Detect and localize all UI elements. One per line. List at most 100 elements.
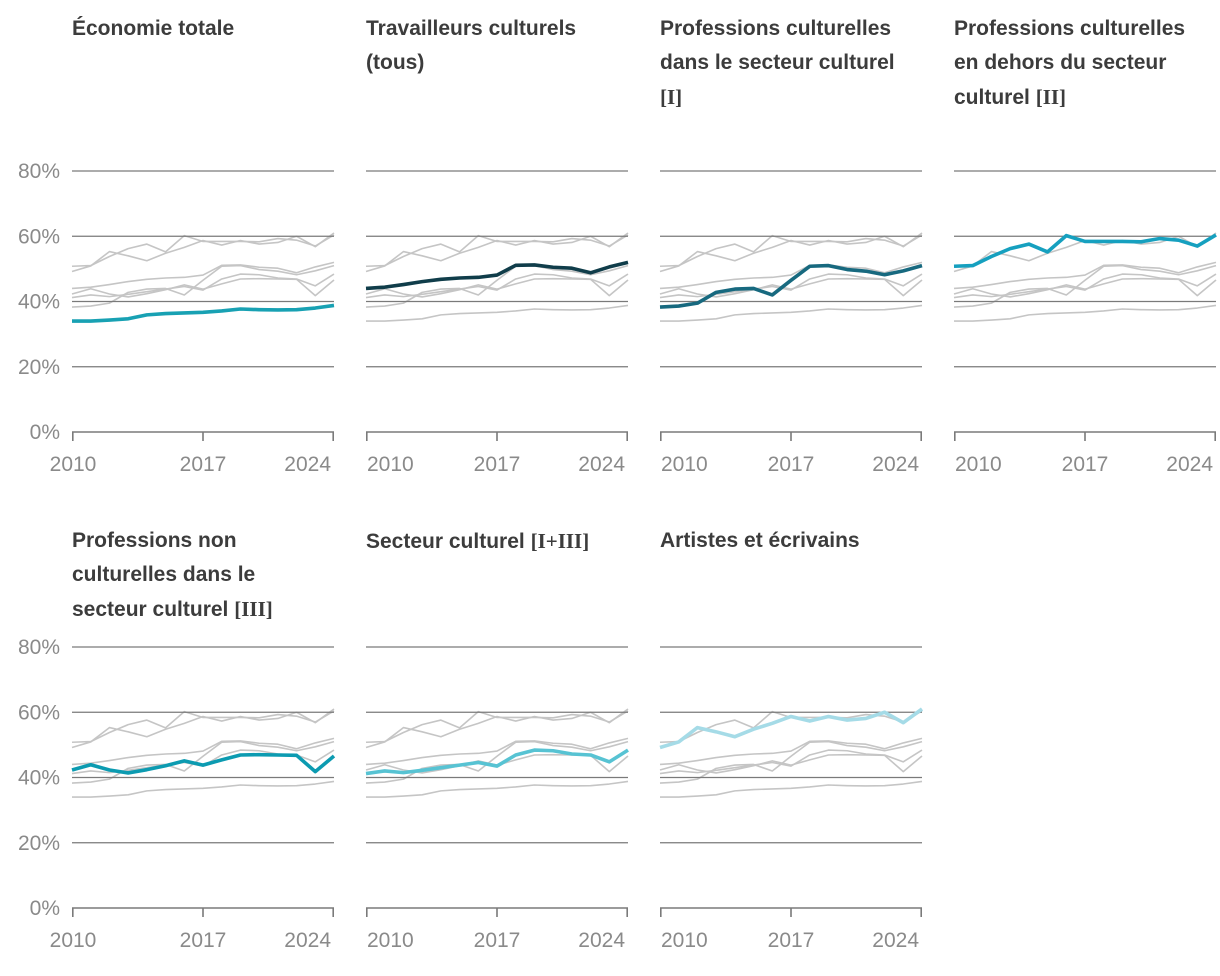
- x-tick-label-2017: 2017: [180, 453, 227, 476]
- panel-title-roman-numeral: [III]: [234, 597, 273, 621]
- line-chart-professions-culturelles-secteur-culturel: 2010 2017 2024: [659, 170, 923, 476]
- highlight-line-economie-totale: [72, 303, 335, 323]
- y-tick-label-40: 40%: [18, 767, 60, 790]
- x-tick-label-2017: 2017: [768, 929, 815, 952]
- background-series-line-professions-culturelles-secteur-culturel: [365, 264, 629, 308]
- background-series-line-professions-non-culturelles-secteur: [365, 753, 629, 774]
- x-tick-label-2010: 2010: [955, 453, 1002, 476]
- background-series-line-economie-totale: [72, 780, 335, 798]
- background-series-line-secteur-culturel: [953, 273, 1217, 299]
- panel-title-professions-non-culturelles-secteur: Professions non culturelles dans le sect…: [72, 522, 328, 639]
- highlight-line-secteur-culturel: [365, 748, 629, 776]
- panel-economie-totale: Économie totale 2010 2017 2024 80% 60% 40% 20% 0…: [4, 10, 335, 478]
- background-series-line-artistes-et-ecrivains: [71, 232, 335, 273]
- background-series-line-economie-totale: [660, 304, 923, 322]
- panel-artistes-et-ecrivains: Artistes et écrivains 2010 2017 2024: [659, 522, 924, 954]
- background-series-line-professions-culturelles-secteur-culturel: [71, 740, 335, 784]
- panel-title-secteur-culturel: Secteur culturel [I+III]: [366, 522, 622, 639]
- background-series-line-professions-culturelles-hors-secteur: [365, 710, 629, 744]
- y-tick-label-60: 60%: [18, 225, 60, 248]
- panel-title-professions-culturelles-secteur-culturel: Professions culturelles dans le secteur …: [660, 10, 916, 163]
- background-series-line-travailleurs-culturels: [953, 261, 1217, 290]
- background-series-line-professions-culturelles-hors-secteur: [365, 234, 629, 268]
- panel-title-roman-numeral: [I]: [660, 85, 683, 109]
- background-series-line-travailleurs-culturels: [71, 737, 335, 766]
- panel-title-text: Travailleurs culturels (tous): [366, 17, 577, 74]
- background-series-line-economie-totale: [366, 304, 629, 322]
- background-series-line-professions-non-culturelles-secteur: [365, 277, 629, 298]
- panel-title-travailleurs-culturels: Travailleurs culturels (tous): [366, 10, 622, 163]
- y-tick-label-40: 40%: [18, 291, 60, 314]
- background-series-line-economie-totale: [660, 780, 923, 798]
- background-series-line-professions-culturelles-hors-secteur: [659, 234, 923, 268]
- panel-title-professions-culturelles-hors-secteur: Professions culturelles en dehors du sec…: [954, 10, 1210, 163]
- background-series-line-artistes-et-ecrivains: [659, 232, 923, 273]
- x-tick-label-2010: 2010: [367, 453, 414, 476]
- highlight-line-professions-non-culturelles-secteur: [71, 752, 336, 775]
- background-series-line-professions-non-culturelles-secteur: [71, 277, 335, 298]
- line-chart-artistes-et-ecrivains: 2010 2017 2024: [659, 646, 924, 952]
- x-tick-label-2017: 2017: [474, 929, 521, 952]
- panel-professions-culturelles-secteur-culturel: Professions culturelles dans le secteur …: [659, 10, 923, 478]
- panel-title-text: Secteur culturel: [366, 530, 525, 553]
- background-series-line-professions-culturelles-hors-secteur: [71, 710, 335, 744]
- y-tick-label-0: 0%: [30, 897, 60, 920]
- background-series-line-secteur-culturel: [659, 749, 923, 775]
- background-series-line-professions-culturelles-secteur-culturel: [71, 264, 335, 308]
- panel-title-text: Économie totale: [72, 17, 235, 40]
- background-series-line-travailleurs-culturels: [659, 737, 923, 766]
- panel-title-roman-numeral: [II]: [1035, 85, 1067, 109]
- x-tick-label-2017: 2017: [180, 929, 227, 952]
- background-series-line-professions-culturelles-secteur-culturel: [953, 264, 1217, 308]
- x-tick-label-2010: 2010: [661, 453, 708, 476]
- panel-title-text: Professions culturelles dans le secteur …: [660, 17, 895, 74]
- x-tick-label-2024: 2024: [578, 453, 625, 476]
- x-tick-label-2024: 2024: [284, 453, 331, 476]
- y-tick-label-80: 80%: [18, 636, 60, 659]
- x-tick-label-2017: 2017: [474, 453, 521, 476]
- background-series-line-travailleurs-culturels: [365, 737, 629, 766]
- x-tick-label-2024: 2024: [1166, 453, 1213, 476]
- panel-title-economie-totale: Économie totale: [72, 10, 328, 163]
- panel-title-text: Professions culturelles en dehors du sec…: [954, 17, 1186, 109]
- highlight-line-professions-culturelles-secteur-culturel: [659, 263, 923, 309]
- panel-title-text: Professions non culturelles dans le sect…: [72, 529, 256, 621]
- background-series-line-secteur-culturel: [659, 273, 923, 299]
- line-chart-economie-totale: 2010 2017 2024 80% 60% 40% 20% 0%: [18, 160, 335, 476]
- background-series-line-professions-non-culturelles-secteur: [659, 753, 923, 774]
- panel-title-roman-numeral: [I+III]: [530, 529, 590, 553]
- panel-professions-culturelles-hors-secteur: Professions culturelles en dehors du sec…: [953, 10, 1217, 478]
- line-chart-professions-culturelles-hors-secteur: 2010 2017 2024: [953, 170, 1217, 476]
- panel-title-text: Artistes et écrivains: [660, 529, 860, 552]
- x-tick-label-2017: 2017: [1062, 453, 1109, 476]
- line-chart-secteur-culturel: 2010 2017 2024: [365, 646, 629, 952]
- background-series-line-artistes-et-ecrivains: [365, 232, 629, 273]
- x-tick-label-2024: 2024: [872, 453, 919, 476]
- background-series-line-secteur-culturel: [365, 273, 629, 299]
- x-tick-label-2010: 2010: [50, 453, 97, 476]
- line-chart-professions-non-culturelles-secteur: 2010 2017 2024 80% 60% 40% 20% 0%: [18, 636, 336, 952]
- background-series-line-artistes-et-ecrivains: [365, 708, 629, 749]
- y-tick-label-60: 60%: [18, 701, 60, 724]
- y-tick-label-20: 20%: [18, 832, 60, 855]
- y-tick-label-20: 20%: [18, 356, 60, 379]
- background-series-line-economie-totale: [366, 780, 629, 798]
- x-tick-label-2010: 2010: [50, 929, 97, 952]
- y-tick-label-80: 80%: [18, 160, 60, 183]
- panel-secteur-culturel: Secteur culturel [I+III] 2010 2017 2024: [365, 522, 629, 954]
- background-series-line-travailleurs-culturels: [659, 261, 923, 290]
- background-series-line-economie-totale: [954, 304, 1217, 322]
- panel-professions-non-culturelles-secteur: Professions non culturelles dans le sect…: [4, 522, 336, 954]
- highlight-line-professions-culturelles-hors-secteur: [953, 233, 1217, 269]
- background-series-line-professions-culturelles-secteur-culturel: [659, 740, 923, 784]
- x-tick-label-2024: 2024: [872, 929, 919, 952]
- x-tick-label-2024: 2024: [578, 929, 625, 952]
- line-chart-travailleurs-culturels: 2010 2017 2024: [365, 170, 629, 476]
- y-tick-label-0: 0%: [30, 421, 60, 444]
- x-tick-label-2010: 2010: [367, 929, 414, 952]
- background-series-line-secteur-culturel: [71, 273, 335, 299]
- panel-title-artistes-et-ecrivains: Artistes et écrivains: [660, 522, 916, 639]
- x-tick-label-2010: 2010: [661, 929, 708, 952]
- panel-travailleurs-culturels: Travailleurs culturels (tous) 2010 2017 202…: [365, 10, 629, 478]
- highlight-line-travailleurs-culturels: [365, 260, 629, 291]
